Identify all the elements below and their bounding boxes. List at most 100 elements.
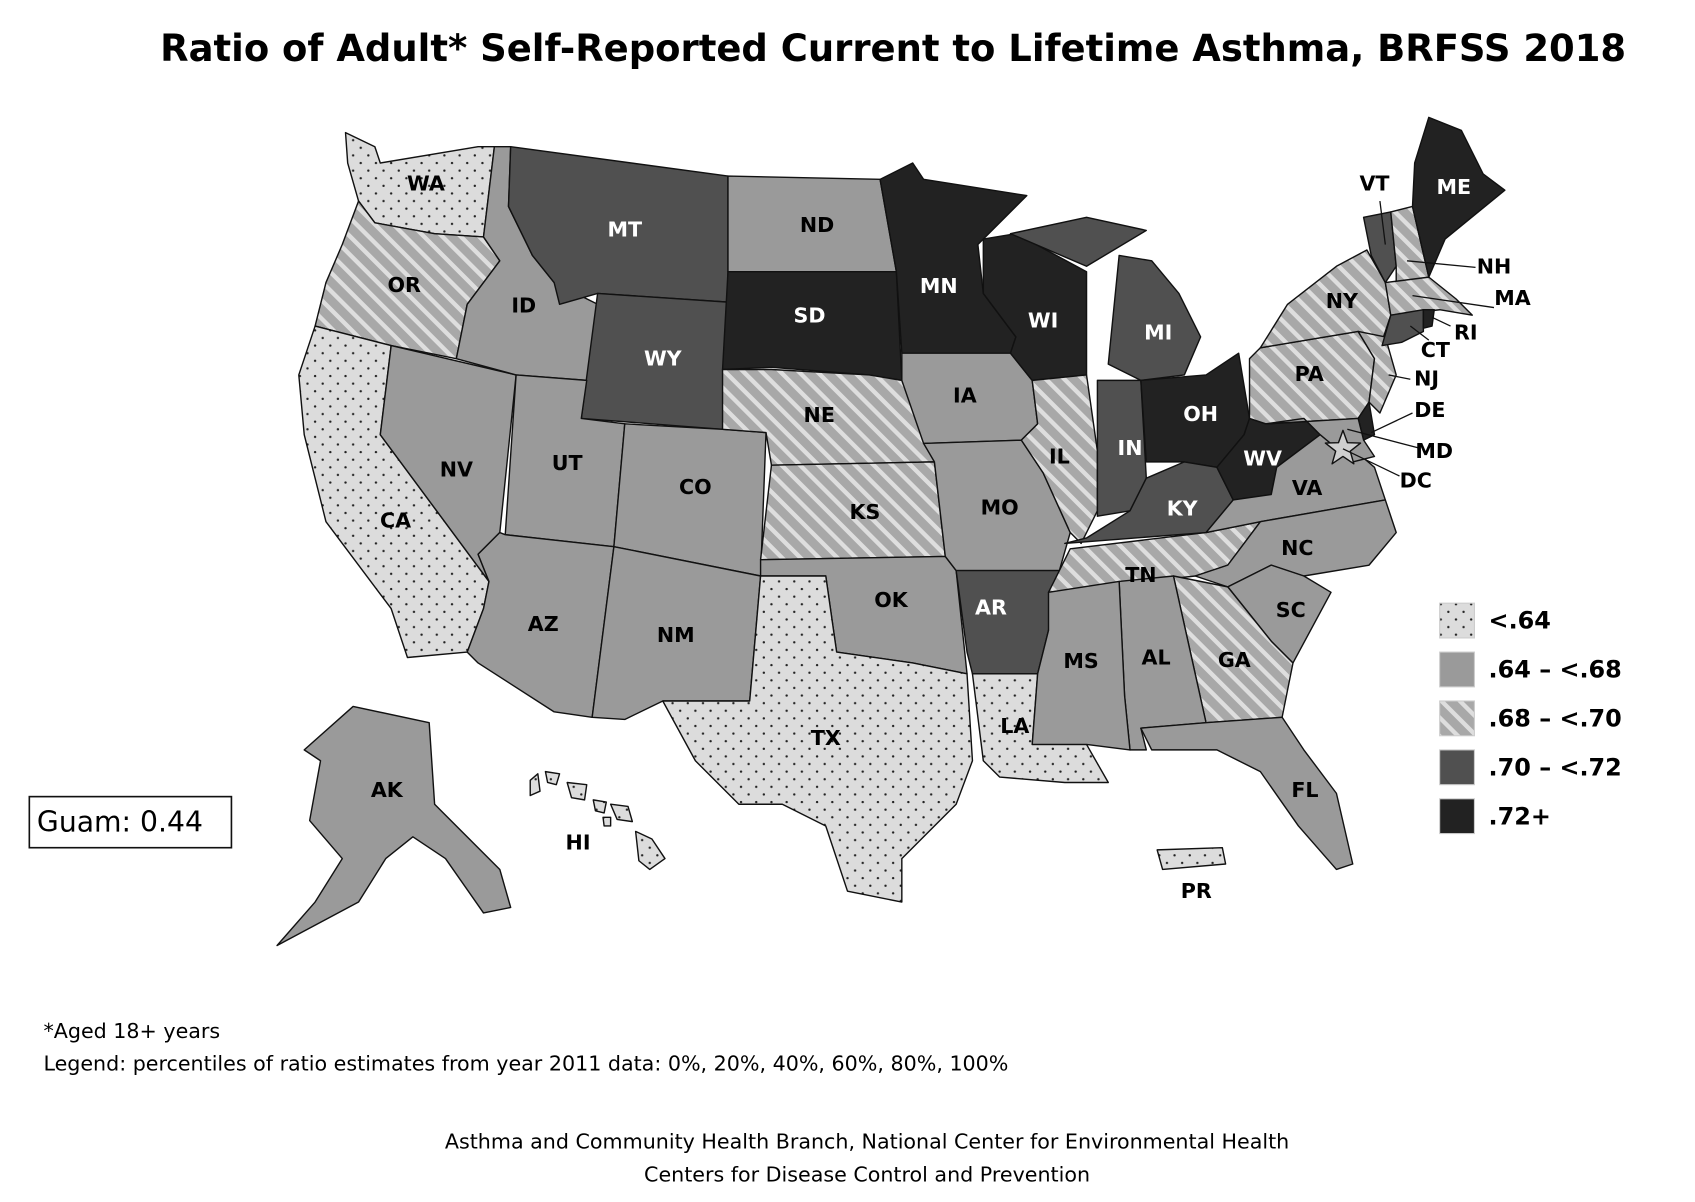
state-label-sc: SC <box>1276 598 1306 622</box>
map-title: Ratio of Adult* Self-Reported Current to… <box>160 27 1626 70</box>
state-label-co: CO <box>679 475 712 499</box>
state-label-nj: NJ <box>1414 366 1439 390</box>
leader-line-md <box>1347 428 1419 449</box>
state-hi <box>529 773 541 797</box>
state-mi <box>1009 216 1148 267</box>
legend-swatch-3 <box>1439 749 1475 786</box>
state-label-tx: TX <box>811 726 841 750</box>
leader-line-dc <box>1342 448 1400 477</box>
state-hi <box>634 830 666 871</box>
state-label-mo: MO <box>981 496 1019 520</box>
state-label-ok: OK <box>874 588 909 612</box>
legend-label-4: .72+ <box>1489 802 1551 830</box>
state-tx <box>662 575 974 903</box>
state-label-dc: DC <box>1400 468 1432 492</box>
state-label-sd: SD <box>793 303 825 327</box>
label-leader-lines <box>1342 200 1495 477</box>
state-hi <box>544 770 561 786</box>
state-label-ks: KS <box>849 500 880 524</box>
state-ak <box>276 705 512 947</box>
state-vt <box>1362 211 1397 284</box>
state-hi <box>592 799 607 814</box>
state-pr <box>1156 846 1227 871</box>
state-label-az: AZ <box>528 612 559 636</box>
state-label-wv: WV <box>1243 447 1282 471</box>
credit-line-2: Centers for Disease Control and Preventi… <box>644 1162 1090 1186</box>
state-label-ut: UT <box>552 451 583 475</box>
state-label-tn: TN <box>1125 563 1156 587</box>
state-label-ne: NE <box>804 403 835 427</box>
state-label-in: IN <box>1118 436 1143 460</box>
state-label-al: AL <box>1142 646 1171 670</box>
state-label-nm: NM <box>657 623 695 647</box>
leader-line-nh <box>1407 260 1476 269</box>
state-label-ct: CT <box>1421 338 1450 362</box>
state-mi <box>1107 254 1202 382</box>
leader-line-ct <box>1409 325 1430 341</box>
leader-line-nj <box>1388 374 1411 380</box>
state-label-ma: MA <box>1494 286 1531 310</box>
state-label-va: VA <box>1292 476 1323 500</box>
state-co <box>613 423 767 577</box>
state-fl <box>1140 716 1354 871</box>
legend-label-0: <.64 <box>1489 607 1551 635</box>
state-label-vt: VT <box>1359 172 1389 196</box>
state-label-ms: MS <box>1063 649 1098 673</box>
guam-value: Guam: 0.44 <box>37 805 203 838</box>
state-label-me: ME <box>1436 175 1471 199</box>
legend-swatch-2 <box>1439 700 1475 737</box>
state-labels: WA OR CA NV ID MT WY UT CO AZ NM ND SD NE KS OK TX MN IA MO… <box>371 172 1531 904</box>
state-label-fl: FL <box>1291 778 1318 802</box>
legend-swatch-4 <box>1439 798 1475 835</box>
state-label-il: IL <box>1049 445 1070 469</box>
state-label-nd: ND <box>800 213 834 237</box>
state-label-nc: NC <box>1281 536 1313 560</box>
leader-line-ri <box>1431 316 1451 327</box>
leader-line-de <box>1370 412 1413 434</box>
state-label-hi: HI <box>566 830 591 854</box>
state-label-oh: OH <box>1183 402 1218 426</box>
legend-label-3: .70 – <.72 <box>1489 753 1622 781</box>
state-label-wy: WY <box>644 347 683 371</box>
state-label-ri: RI <box>1454 321 1478 345</box>
guam-box: Guam: 0.44 <box>28 795 233 849</box>
state-ct <box>1381 309 1425 347</box>
state-label-wi: WI <box>1028 309 1058 333</box>
state-il <box>1020 374 1099 545</box>
state-label-nv: NV <box>440 458 473 482</box>
state-label-ar: AR <box>975 596 1007 620</box>
state-ri <box>1422 309 1435 329</box>
legend: <.64 .64 – <.68 .68 – <.70 .70 – <.72 .72+ <box>1439 602 1622 835</box>
state-label-mn: MN <box>920 274 958 298</box>
state-label-wa: WA <box>407 172 445 196</box>
state-hi <box>609 803 634 823</box>
state-me <box>1411 116 1506 278</box>
state-label-md: MD <box>1415 439 1453 463</box>
credit-line-1: Asthma and Community Health Branch, Nati… <box>445 1130 1289 1154</box>
state-label-ky: KY <box>1167 497 1199 521</box>
leader-line-vt <box>1379 200 1386 245</box>
leader-line-ma <box>1412 294 1495 309</box>
state-label-la: LA <box>1000 714 1029 738</box>
states-layer <box>276 116 1506 947</box>
state-label-ia: IA <box>953 384 977 408</box>
legend-label-2: .68 – <.70 <box>1489 704 1622 732</box>
legend-label-1: .64 – <.68 <box>1489 656 1622 684</box>
state-label-pa: PA <box>1295 362 1324 386</box>
state-label-ak: AK <box>371 778 404 802</box>
state-label-mi: MI <box>1144 321 1172 345</box>
state-label-ga: GA <box>1218 648 1251 672</box>
state-ms <box>1031 580 1131 751</box>
state-label-de: DE <box>1414 398 1445 422</box>
legend-swatch-0 <box>1439 602 1475 639</box>
state-dc <box>1324 429 1362 465</box>
state-label-pr: PR <box>1181 879 1212 903</box>
footnote: *Aged 18+ years <box>43 1019 220 1043</box>
legend-swatch-1 <box>1439 651 1475 688</box>
state-hi <box>602 816 612 827</box>
state-label-ca: CA <box>380 509 411 533</box>
state-label-ny: NY <box>1326 289 1359 313</box>
state-label-nh: NH <box>1477 254 1512 278</box>
state-label-id: ID <box>511 293 536 317</box>
